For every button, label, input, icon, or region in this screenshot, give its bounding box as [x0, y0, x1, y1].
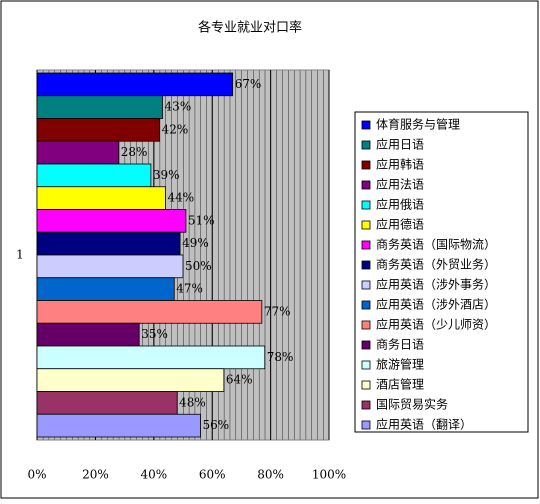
legend-swatch — [361, 380, 371, 390]
bar — [36, 140, 120, 165]
legend-label: 应用英语（涉外事务） — [376, 277, 496, 292]
legend-label: 应用俄语 — [376, 197, 424, 212]
bar — [36, 254, 184, 279]
bar — [36, 345, 266, 370]
value-label: 48% — [179, 395, 206, 409]
bar — [36, 322, 140, 347]
legend-swatch — [361, 420, 371, 430]
legend-swatch — [361, 200, 371, 210]
legend-swatch — [361, 160, 371, 170]
value-label: 28% — [121, 145, 148, 159]
y-tick-label: 1 — [16, 248, 24, 262]
bar — [36, 209, 187, 233]
bar — [36, 118, 161, 142]
bar — [36, 231, 181, 256]
legend-label: 应用韩语 — [376, 157, 424, 172]
legend-swatch — [361, 320, 371, 330]
bar — [36, 391, 178, 415]
value-label: 67% — [235, 77, 262, 91]
bar — [36, 413, 201, 438]
legend-label: 应用英语（翻译） — [376, 417, 472, 432]
legend — [354, 111, 529, 433]
legend-label: 体育服务与管理 — [376, 117, 460, 132]
legend-label: 商务英语（国际物流） — [376, 237, 496, 252]
legend-label: 商务英语（外贸业务） — [376, 257, 496, 272]
bar — [36, 72, 234, 97]
chart-title: 各专业就业对口率 — [198, 20, 302, 36]
value-label: 51% — [188, 213, 215, 227]
value-label: 35% — [141, 327, 168, 341]
legend-swatch — [361, 300, 371, 310]
legend-label: 应用英语（少儿师资） — [376, 317, 496, 332]
bar — [36, 163, 152, 188]
value-label: 42% — [162, 122, 189, 136]
value-label: 77% — [264, 304, 291, 318]
x-tick-label: 20% — [82, 468, 109, 482]
legend-swatch — [361, 240, 371, 250]
x-tick-label: 40% — [140, 468, 167, 482]
x-tick-label: 80% — [257, 468, 284, 482]
legend-swatch — [361, 180, 371, 190]
value-label: 78% — [267, 350, 294, 364]
value-label: 47% — [176, 282, 203, 296]
legend-swatch — [361, 220, 371, 230]
legend-swatch — [361, 120, 371, 130]
bar — [36, 277, 175, 301]
value-label: 44% — [167, 191, 194, 205]
value-label: 50% — [185, 259, 212, 273]
legend-swatch — [361, 400, 371, 410]
legend-label: 旅游管理 — [376, 357, 424, 372]
legend-swatch — [361, 140, 371, 150]
legend-label: 应用日语 — [376, 137, 424, 152]
x-tick-label: 0% — [27, 468, 46, 482]
value-label: 56% — [203, 418, 230, 432]
legend-swatch — [361, 280, 371, 290]
x-tick-label: 60% — [199, 468, 226, 482]
legend-swatch — [361, 340, 371, 350]
value-label: 64% — [226, 373, 253, 387]
legend-swatch — [361, 260, 371, 270]
bar — [36, 186, 166, 210]
bar — [36, 368, 225, 392]
value-label: 39% — [153, 168, 180, 182]
legend-label: 商务日语 — [376, 337, 424, 352]
legend-label: 国际贸易实务 — [376, 397, 448, 412]
bar — [36, 300, 263, 324]
x-tick-label: 100% — [312, 468, 346, 482]
value-label: 43% — [165, 100, 192, 114]
legend-label: 应用德语 — [376, 217, 424, 232]
legend-label: 应用英语（涉外酒店） — [376, 297, 496, 312]
legend-swatch — [361, 360, 371, 370]
value-label: 49% — [182, 236, 209, 250]
legend-label: 应用法语 — [376, 177, 424, 192]
legend-label: 酒店管理 — [376, 377, 424, 392]
bar — [36, 95, 163, 119]
